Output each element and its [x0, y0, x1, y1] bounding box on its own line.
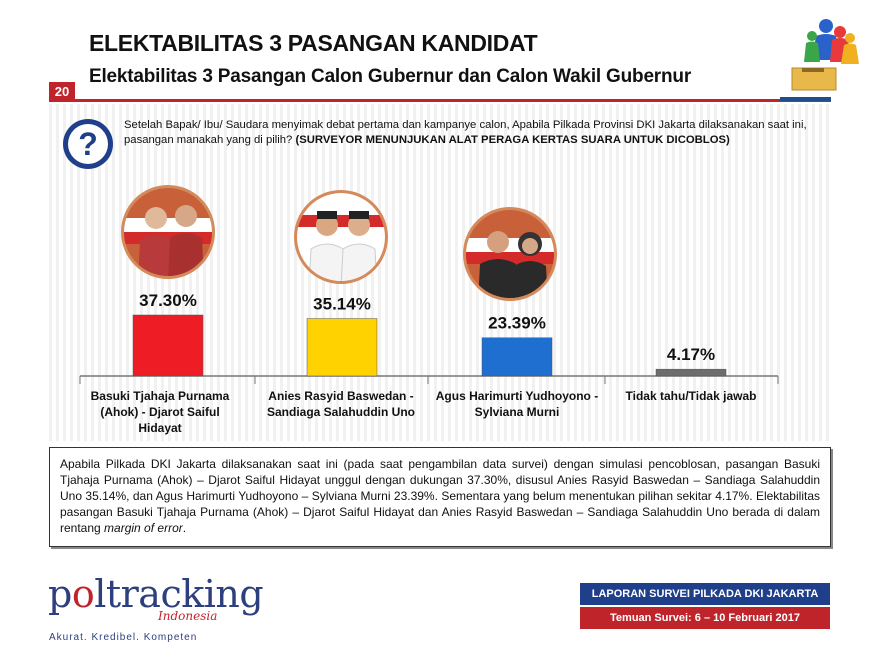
summary-box: Apabila Pilkada DKI Jakarta dilaksanakan… — [49, 447, 831, 547]
data-label-1: 37.30% — [139, 291, 197, 310]
category-label-2-line1: Anies Rasyid Baswedan - — [268, 389, 414, 403]
category-label-1-line3: Hidayat — [138, 421, 182, 435]
report-title-badge: LAPORAN SURVEI PILKADA DKI JAKARTA — [580, 583, 830, 605]
question-body: Setelah Bapak/ Ibu/ Saudara menyimak deb… — [124, 119, 807, 146]
report-dates-badge: Temuan Survei: 6 – 10 Februari 2017 — [580, 607, 830, 629]
category-label-4: Tidak tahu/Tidak jawab — [606, 388, 776, 404]
data-label-4: 4.17% — [667, 345, 715, 364]
svg-text:?: ? — [78, 126, 98, 162]
bar-1 — [132, 314, 204, 377]
brand-logo-o: o — [71, 572, 95, 616]
candidate-portrait-anies-sandiaga — [294, 190, 388, 284]
category-label-1: Basuki Tjahaja Purnama (Ahok) - Djarot S… — [80, 388, 240, 436]
category-label-1-line1: Basuki Tjahaja Purnama — [90, 389, 230, 403]
brand-logo: poltracking — [48, 572, 264, 616]
header-divider-accent — [780, 97, 831, 101]
summary-end: . — [182, 521, 187, 535]
page-number-badge: 20 — [49, 82, 75, 102]
candidate-portrait-ahok-djarot — [121, 185, 215, 279]
page-title: ELEKTABILITAS 3 PASANGAN KANDIDAT — [89, 30, 538, 56]
category-label-4-line1: Tidak tahu/Tidak jawab — [625, 389, 757, 403]
brand-logo-right: ltracking — [94, 572, 264, 616]
data-label-3: 23.39% — [488, 314, 546, 333]
question-mark-icon: ? — [63, 119, 113, 169]
page-subtitle: Elektabilitas 3 Pasangan Calon Gubernur … — [89, 66, 692, 87]
category-label-1-line2: (Ahok) - Djarot Saiful — [100, 405, 220, 419]
brand-tagline: Akurat. Kredibel. Kompeten — [49, 632, 198, 643]
candidate-portrait-agus-sylviana — [463, 207, 557, 301]
bar-4 — [655, 368, 727, 377]
category-label-3-line2: Sylviana Murni — [474, 405, 560, 419]
brand-logo-left: p — [48, 572, 72, 616]
category-label-2: Anies Rasyid Baswedan - Sandiaga Salahud… — [256, 388, 426, 420]
summary-emphasis: margin of error — [104, 521, 183, 535]
bar-2 — [306, 318, 378, 377]
survey-question: Setelah Bapak/ Ibu/ Saudara menyimak deb… — [124, 118, 814, 148]
bar-3 — [481, 337, 553, 377]
category-label-3: Agus Harimurti Yudhoyono - Sylviana Murn… — [428, 388, 606, 420]
brand-subtitle: Indonesia — [158, 609, 218, 623]
voting-figures-icon — [791, 19, 859, 91]
summary-text: Apabila Pilkada DKI Jakarta dilaksanakan… — [60, 457, 820, 535]
data-label-2: 35.14% — [313, 295, 371, 314]
category-label-2-line2: Sandiaga Salahuddin Uno — [266, 405, 415, 419]
category-label-3-line1: Agus Harimurti Yudhoyono - — [435, 389, 599, 403]
question-note: (SURVEYOR MENUNJUKAN ALAT PERAGA KERTAS … — [295, 134, 730, 146]
header-divider — [49, 99, 831, 102]
